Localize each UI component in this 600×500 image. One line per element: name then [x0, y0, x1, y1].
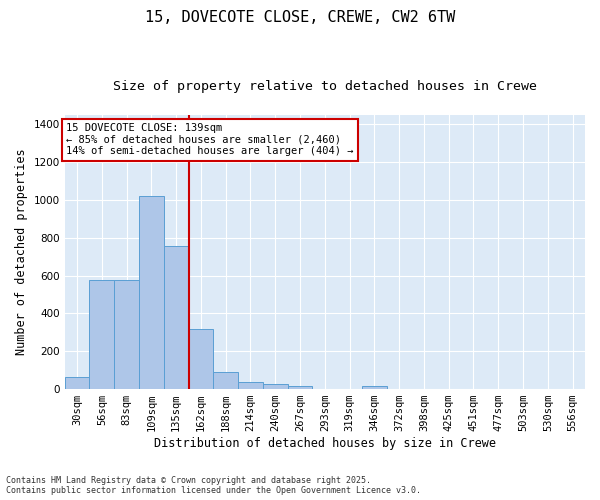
- Bar: [188, 328, 214, 389]
- Bar: [114, 280, 139, 389]
- Bar: [287, 386, 313, 389]
- Bar: [139, 196, 164, 389]
- Bar: [238, 382, 263, 389]
- Bar: [89, 280, 114, 389]
- Bar: [362, 386, 387, 389]
- Bar: [214, 372, 238, 389]
- Bar: [263, 384, 287, 389]
- Text: 15 DOVECOTE CLOSE: 139sqm
← 85% of detached houses are smaller (2,460)
14% of se: 15 DOVECOTE CLOSE: 139sqm ← 85% of detac…: [66, 123, 353, 156]
- Text: Contains HM Land Registry data © Crown copyright and database right 2025.
Contai: Contains HM Land Registry data © Crown c…: [6, 476, 421, 495]
- X-axis label: Distribution of detached houses by size in Crewe: Distribution of detached houses by size …: [154, 437, 496, 450]
- Y-axis label: Number of detached properties: Number of detached properties: [15, 148, 28, 356]
- Title: Size of property relative to detached houses in Crewe: Size of property relative to detached ho…: [113, 80, 537, 93]
- Bar: [65, 377, 89, 389]
- Text: 15, DOVECOTE CLOSE, CREWE, CW2 6TW: 15, DOVECOTE CLOSE, CREWE, CW2 6TW: [145, 10, 455, 25]
- Bar: [164, 246, 188, 389]
